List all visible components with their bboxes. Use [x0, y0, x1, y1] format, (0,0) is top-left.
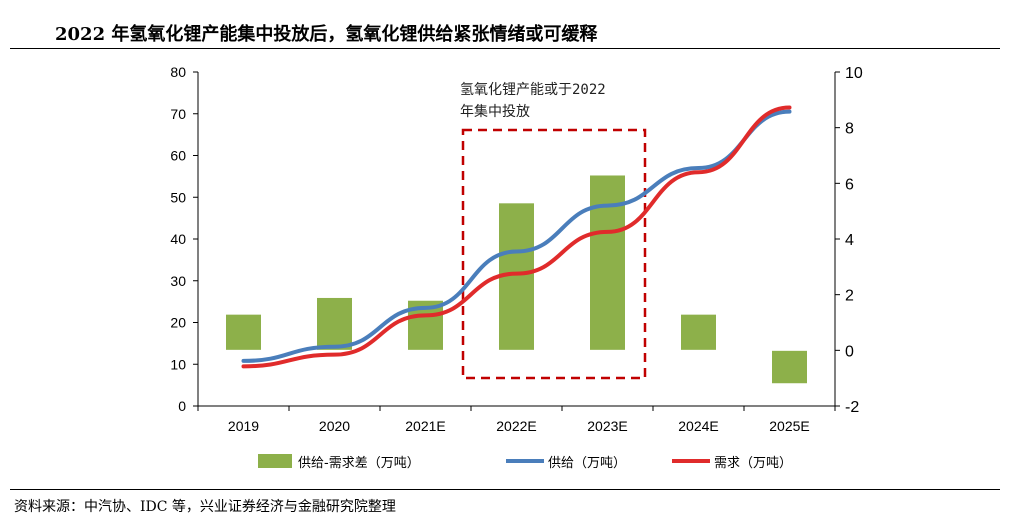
bar-supply-demand-gap — [225, 313, 262, 351]
left-tick-label: 10 — [170, 356, 186, 372]
line-supply — [241, 109, 792, 363]
left-tick-label: 60 — [170, 148, 186, 164]
chart-title: 2022 年氢氧化锂产能集中投放后，氢氧化锂供给紧张情绪或可缓释 — [55, 24, 598, 45]
x-tick-label: 2021E — [405, 418, 445, 434]
left-tick-label: 30 — [170, 273, 186, 289]
right-tick-label: 2 — [845, 288, 854, 305]
source-note: 资料来源：中汽协、IDC 等，兴业证券经济与金融研究院整理 — [14, 499, 396, 515]
bar-supply-demand-gap — [589, 174, 626, 351]
left-tick-label: 80 — [170, 64, 186, 80]
legend-bar-swatch — [258, 454, 292, 468]
left-tick-label: 0 — [178, 398, 186, 414]
right-tick-label: 6 — [845, 176, 854, 193]
title-divider — [10, 48, 1000, 49]
legend-label-gap: 供给-需求差（万吨） — [298, 456, 420, 471]
right-tick-label: 10 — [845, 65, 863, 82]
annotation-text: 氢氧化锂产能或于2022 — [460, 82, 606, 98]
x-tick-label: 2020 — [319, 418, 350, 434]
line-demand — [241, 105, 792, 369]
bar-supply-demand-gap — [771, 349, 808, 385]
x-tick-label: 2023E — [587, 418, 627, 434]
right-tick-label: 0 — [845, 343, 854, 360]
bar-supply-demand-gap — [680, 313, 717, 351]
left-tick-label: 40 — [170, 231, 186, 247]
annotation-box — [461, 128, 647, 380]
left-tick-label: 70 — [170, 106, 186, 122]
right-tick-label: 4 — [845, 232, 854, 249]
chart: 0 10 20 30 40 50 60 70 80 -2 0 2 4 6 8 10 2019 2020 2021E 2… — [170, 64, 863, 471]
left-tick-label: 20 — [170, 315, 186, 331]
left-tick-label: 50 — [170, 189, 186, 205]
legend-label-supply: 供给（万吨） — [548, 456, 626, 471]
x-tick-label: 2025E — [769, 418, 809, 434]
right-tick-label: -2 — [845, 399, 859, 416]
x-tick-label: 2022E — [496, 418, 536, 434]
bar-supply-demand-gap — [316, 296, 353, 351]
footer-divider — [10, 489, 1000, 490]
x-tick-label: 2024E — [678, 418, 718, 434]
x-tick-label: 2019 — [228, 418, 259, 434]
legend-label-demand: 需求（万吨） — [714, 456, 792, 471]
annotation-text: 年集中投放 — [460, 103, 530, 120]
right-tick-label: 8 — [845, 121, 854, 138]
